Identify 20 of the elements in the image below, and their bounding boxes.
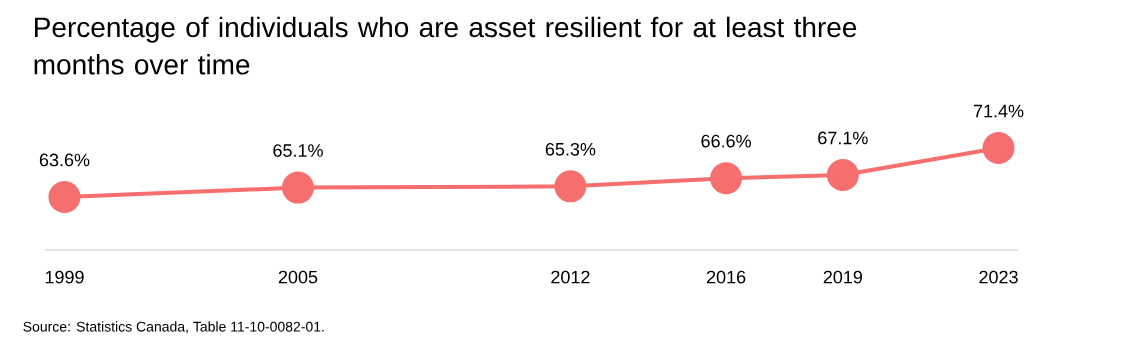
x-tick-label: 2016 [706,270,746,284]
data-label: 66.6% [701,134,751,148]
data-label: 65.3% [545,142,596,156]
point [826,159,859,192]
x-tick-label: 2012 [551,270,590,284]
chart-title: Percentage of individuals who are asset resilient for at least three months over time [34,16,857,75]
data-label: 63.6% [39,153,90,167]
source-note: Source: Statistics Canada, Table 11-10-0082-01. [23,321,324,334]
data-label: 67.1% [818,131,868,145]
x-tick-label: 2023 [979,270,1018,284]
data-label: 71.4% [973,104,1024,118]
point [281,171,314,204]
x-tick-label: 1999 [45,270,84,284]
point [48,181,81,214]
point [554,170,587,203]
point [710,162,743,195]
x-tick-label: 2005 [278,270,318,284]
data-label: 65.1% [273,144,323,157]
point [982,132,1015,165]
x-tick-label: 2019 [823,270,863,284]
